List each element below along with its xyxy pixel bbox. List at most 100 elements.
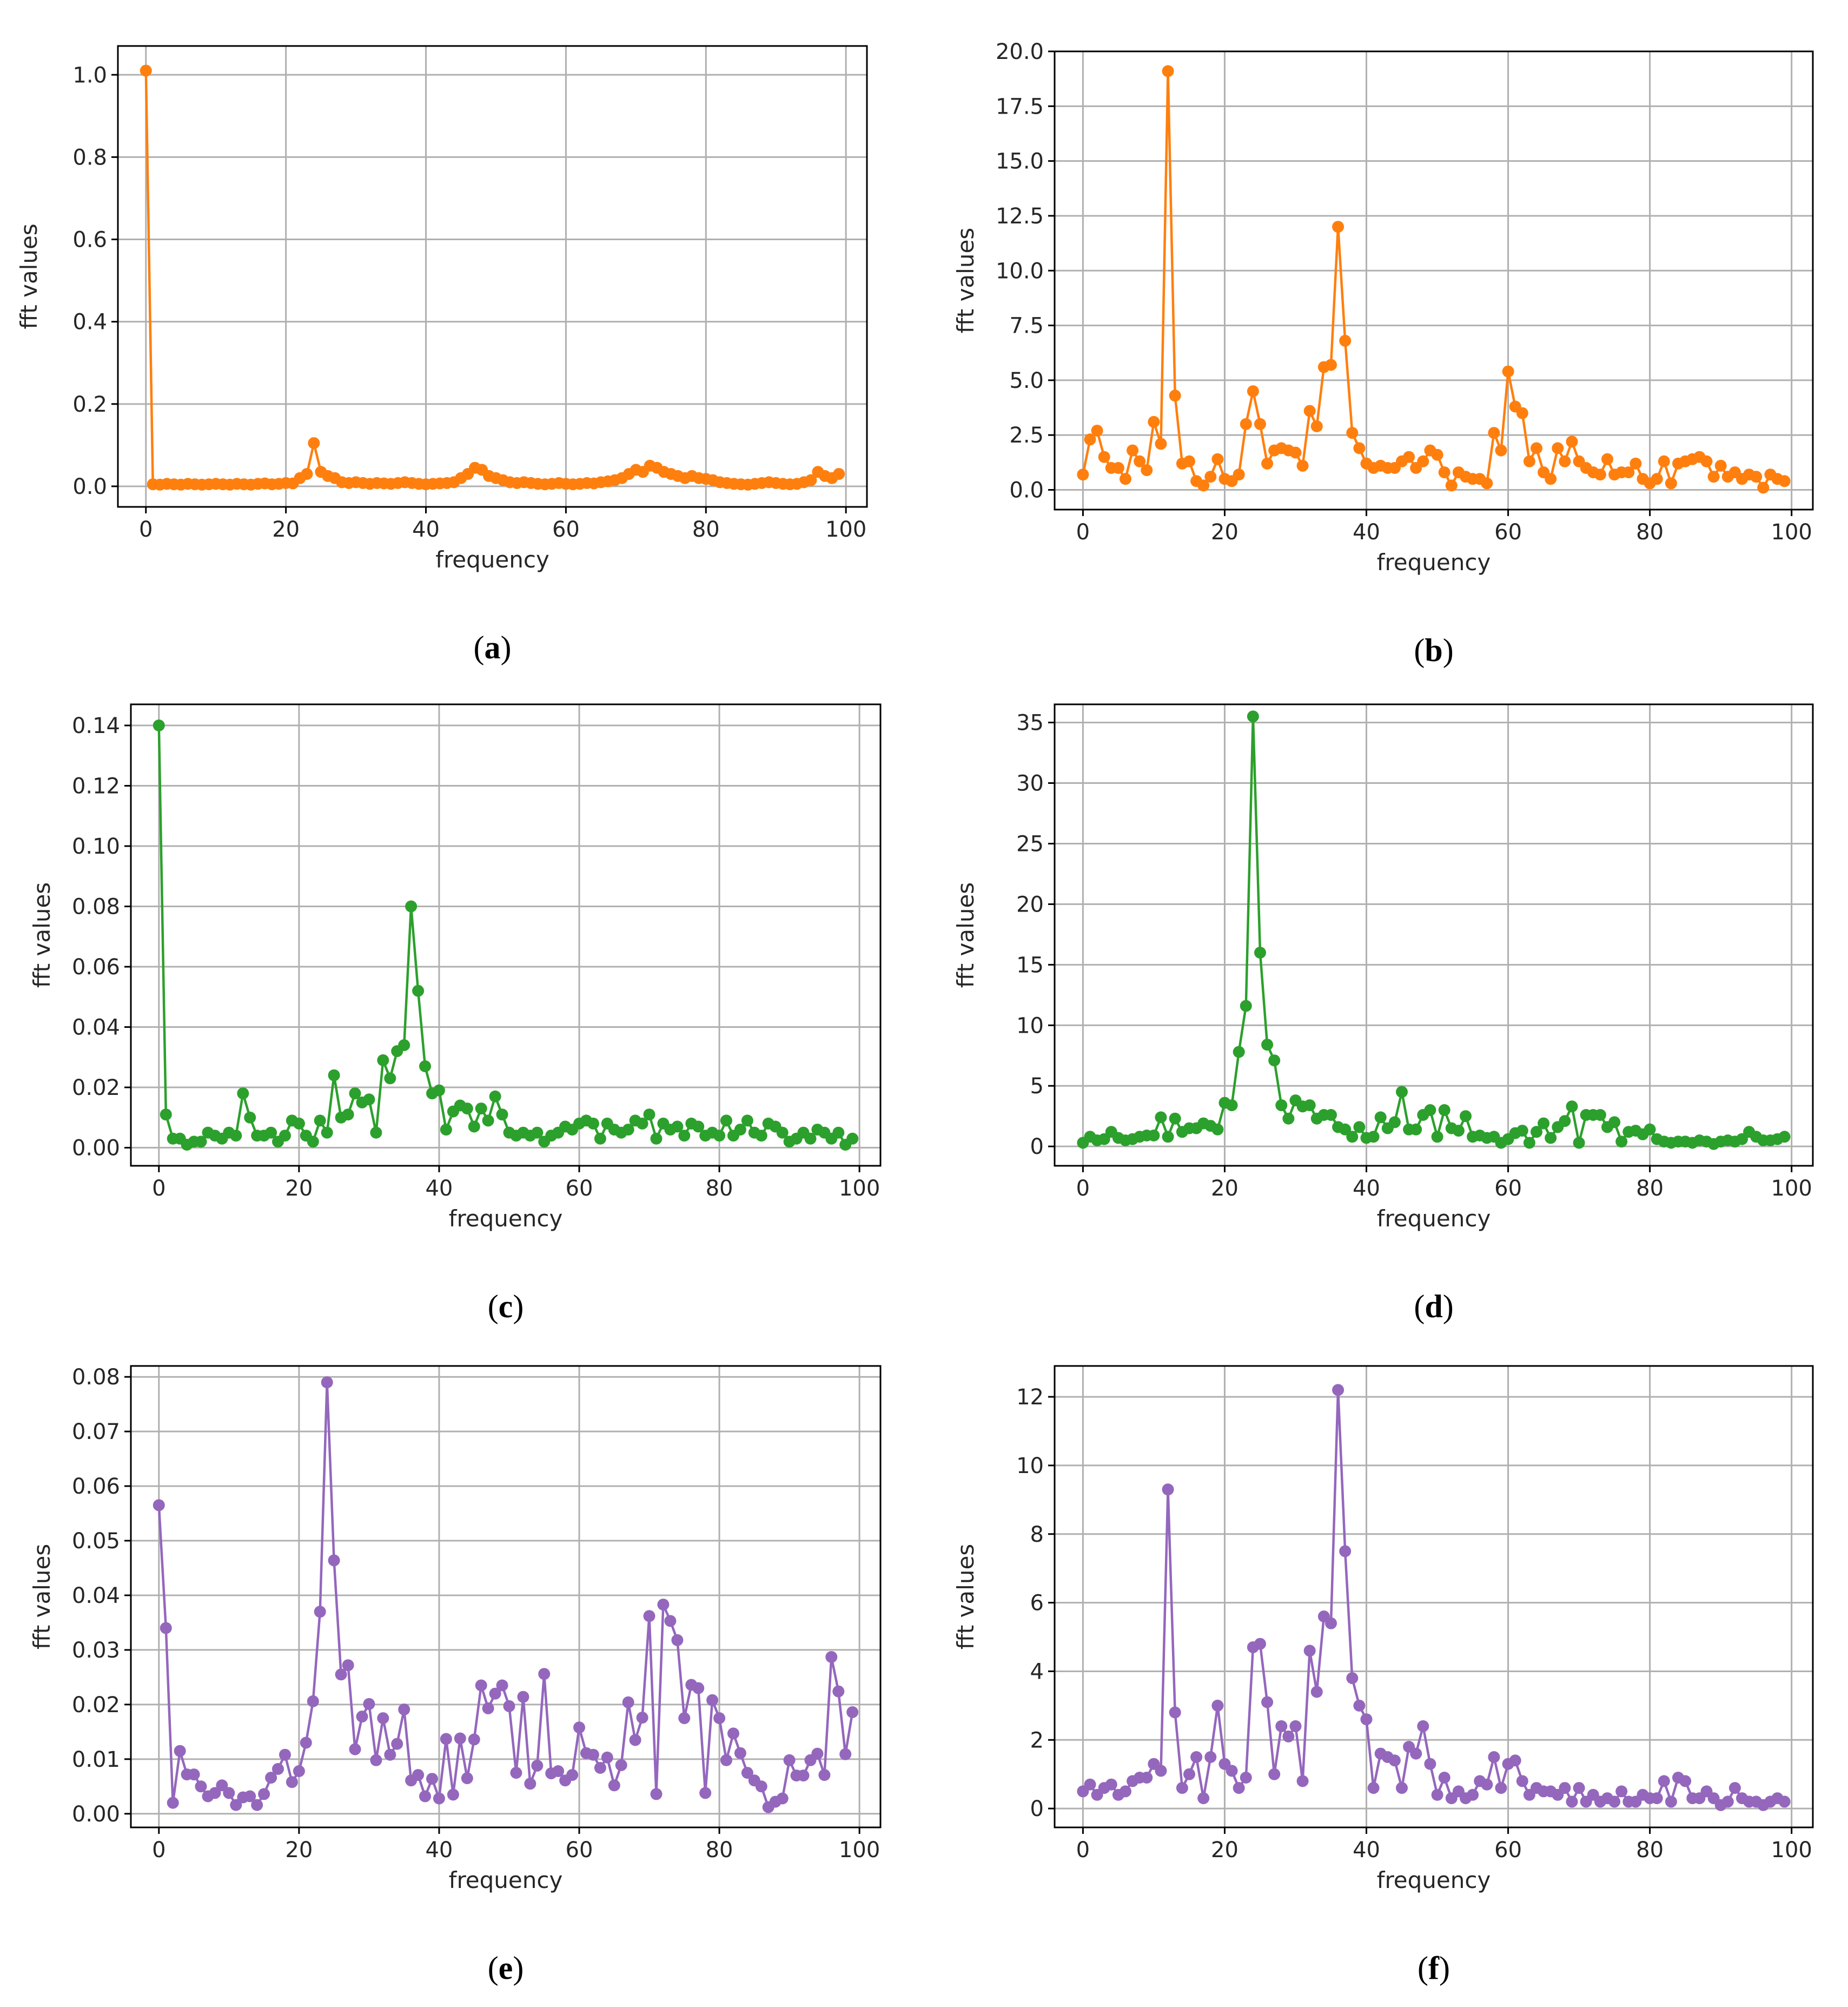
data-point-e bbox=[818, 1769, 831, 1781]
y-tick-label-f: 4 bbox=[1030, 1659, 1044, 1684]
data-point-b bbox=[1162, 65, 1174, 77]
data-point-b bbox=[1431, 448, 1443, 461]
series-c bbox=[153, 719, 859, 1151]
data-point-e bbox=[356, 1711, 368, 1723]
data-point-c bbox=[384, 1072, 396, 1085]
data-point-f bbox=[1169, 1706, 1181, 1719]
data-point-c bbox=[741, 1114, 753, 1127]
x-tick-label-e: 40 bbox=[425, 1838, 453, 1863]
y-tick-label-c: 0.08 bbox=[72, 895, 120, 920]
x-tick-label-d: 20 bbox=[1211, 1176, 1238, 1201]
data-point-e bbox=[279, 1748, 291, 1761]
data-point-f bbox=[1495, 1782, 1507, 1794]
y-tick-label-a: 0.8 bbox=[72, 145, 107, 170]
data-point-c bbox=[468, 1120, 480, 1133]
data-point-b bbox=[1438, 466, 1450, 479]
data-point-c bbox=[713, 1130, 726, 1142]
series-f bbox=[1077, 1384, 1791, 1811]
data-point-b bbox=[1601, 453, 1613, 465]
y-tick-label-a: 0.0 bbox=[72, 474, 107, 499]
data-point-f bbox=[1325, 1617, 1337, 1629]
data-point-b bbox=[1332, 221, 1344, 233]
x-tick-label-d: 60 bbox=[1494, 1176, 1522, 1201]
x-tick-label-e: 0 bbox=[152, 1838, 165, 1863]
data-point-d bbox=[1226, 1099, 1238, 1112]
data-point-b bbox=[1339, 334, 1352, 347]
data-point-e bbox=[377, 1712, 389, 1725]
panel-letter-c: c bbox=[499, 1289, 513, 1324]
data-point-e bbox=[363, 1698, 375, 1710]
data-point-b bbox=[1545, 473, 1557, 485]
data-point-c bbox=[496, 1108, 508, 1121]
data-point-d bbox=[1410, 1123, 1422, 1135]
data-point-f bbox=[1481, 1778, 1493, 1791]
data-point-b bbox=[1240, 418, 1252, 430]
data-point-e bbox=[839, 1748, 852, 1760]
data-point-e bbox=[482, 1702, 494, 1714]
data-point-b bbox=[1403, 451, 1415, 463]
panel-letter-d: d bbox=[1425, 1289, 1442, 1324]
data-point-e bbox=[272, 1763, 284, 1775]
data-point-e bbox=[216, 1779, 228, 1792]
data-point-f bbox=[1509, 1754, 1521, 1767]
data-point-b bbox=[1296, 459, 1309, 472]
data-point-f bbox=[1176, 1782, 1188, 1794]
data-point-b bbox=[1303, 405, 1316, 417]
data-point-d bbox=[1452, 1125, 1465, 1137]
data-point-b bbox=[1091, 425, 1103, 437]
x-tick-label-a: 60 bbox=[552, 517, 580, 542]
y-tick-label-b: 12.5 bbox=[996, 204, 1044, 229]
data-point-e bbox=[321, 1376, 333, 1389]
data-point-c bbox=[377, 1054, 389, 1066]
x-axis-label-b: frequency bbox=[1377, 549, 1491, 576]
y-tick-label-e: 0.06 bbox=[72, 1474, 120, 1499]
data-point-d bbox=[1275, 1099, 1288, 1112]
data-point-a bbox=[140, 64, 152, 77]
data-point-e bbox=[286, 1776, 298, 1788]
data-point-b bbox=[1155, 438, 1167, 450]
data-point-d bbox=[1353, 1121, 1366, 1133]
x-tick-label-e: 100 bbox=[839, 1838, 880, 1863]
data-point-c bbox=[279, 1130, 291, 1142]
data-point-f bbox=[1233, 1782, 1245, 1794]
data-point-e bbox=[783, 1754, 796, 1766]
data-point-e bbox=[251, 1799, 263, 1811]
data-point-e bbox=[335, 1668, 347, 1681]
data-point-e bbox=[160, 1622, 172, 1634]
x-tick-label-a: 100 bbox=[825, 517, 866, 542]
data-point-c bbox=[153, 719, 165, 731]
data-point-f bbox=[1183, 1768, 1195, 1780]
gridlines-f bbox=[1048, 1366, 1813, 1834]
data-point-f bbox=[1388, 1754, 1401, 1767]
y-axis-label-d: fft values bbox=[952, 882, 979, 988]
axes-frame-d bbox=[1054, 703, 1814, 1167]
data-point-b bbox=[1169, 389, 1181, 402]
data-point-c bbox=[720, 1114, 732, 1127]
gridlines-c bbox=[124, 704, 880, 1172]
x-tick-label-b: 80 bbox=[1636, 520, 1664, 545]
data-point-f bbox=[1197, 1792, 1210, 1805]
data-point-f bbox=[1467, 1788, 1479, 1801]
y-tick-label-e: 0.02 bbox=[72, 1693, 120, 1718]
data-point-a bbox=[833, 468, 845, 480]
x-axis-label-e: frequency bbox=[449, 1867, 563, 1893]
data-point-e bbox=[167, 1797, 179, 1809]
data-point-e bbox=[720, 1754, 732, 1766]
data-point-e bbox=[657, 1599, 670, 1611]
data-point-f bbox=[1488, 1751, 1500, 1763]
data-point-e bbox=[811, 1747, 824, 1760]
y-tick-label-b: 10.0 bbox=[996, 259, 1044, 283]
data-point-e bbox=[825, 1651, 838, 1663]
data-point-b bbox=[1077, 468, 1089, 481]
data-point-d bbox=[1566, 1100, 1578, 1113]
data-point-e bbox=[636, 1712, 648, 1724]
data-point-d bbox=[1367, 1131, 1380, 1143]
data-point-b bbox=[1183, 455, 1195, 467]
series-line-f bbox=[1082, 1389, 1785, 1807]
data-point-f bbox=[1275, 1720, 1288, 1732]
series-a bbox=[140, 64, 845, 491]
y-tick-label-d: 10 bbox=[1016, 1013, 1044, 1038]
data-point-f bbox=[1141, 1772, 1153, 1784]
panel-caption-d: (d) bbox=[1414, 1289, 1453, 1324]
